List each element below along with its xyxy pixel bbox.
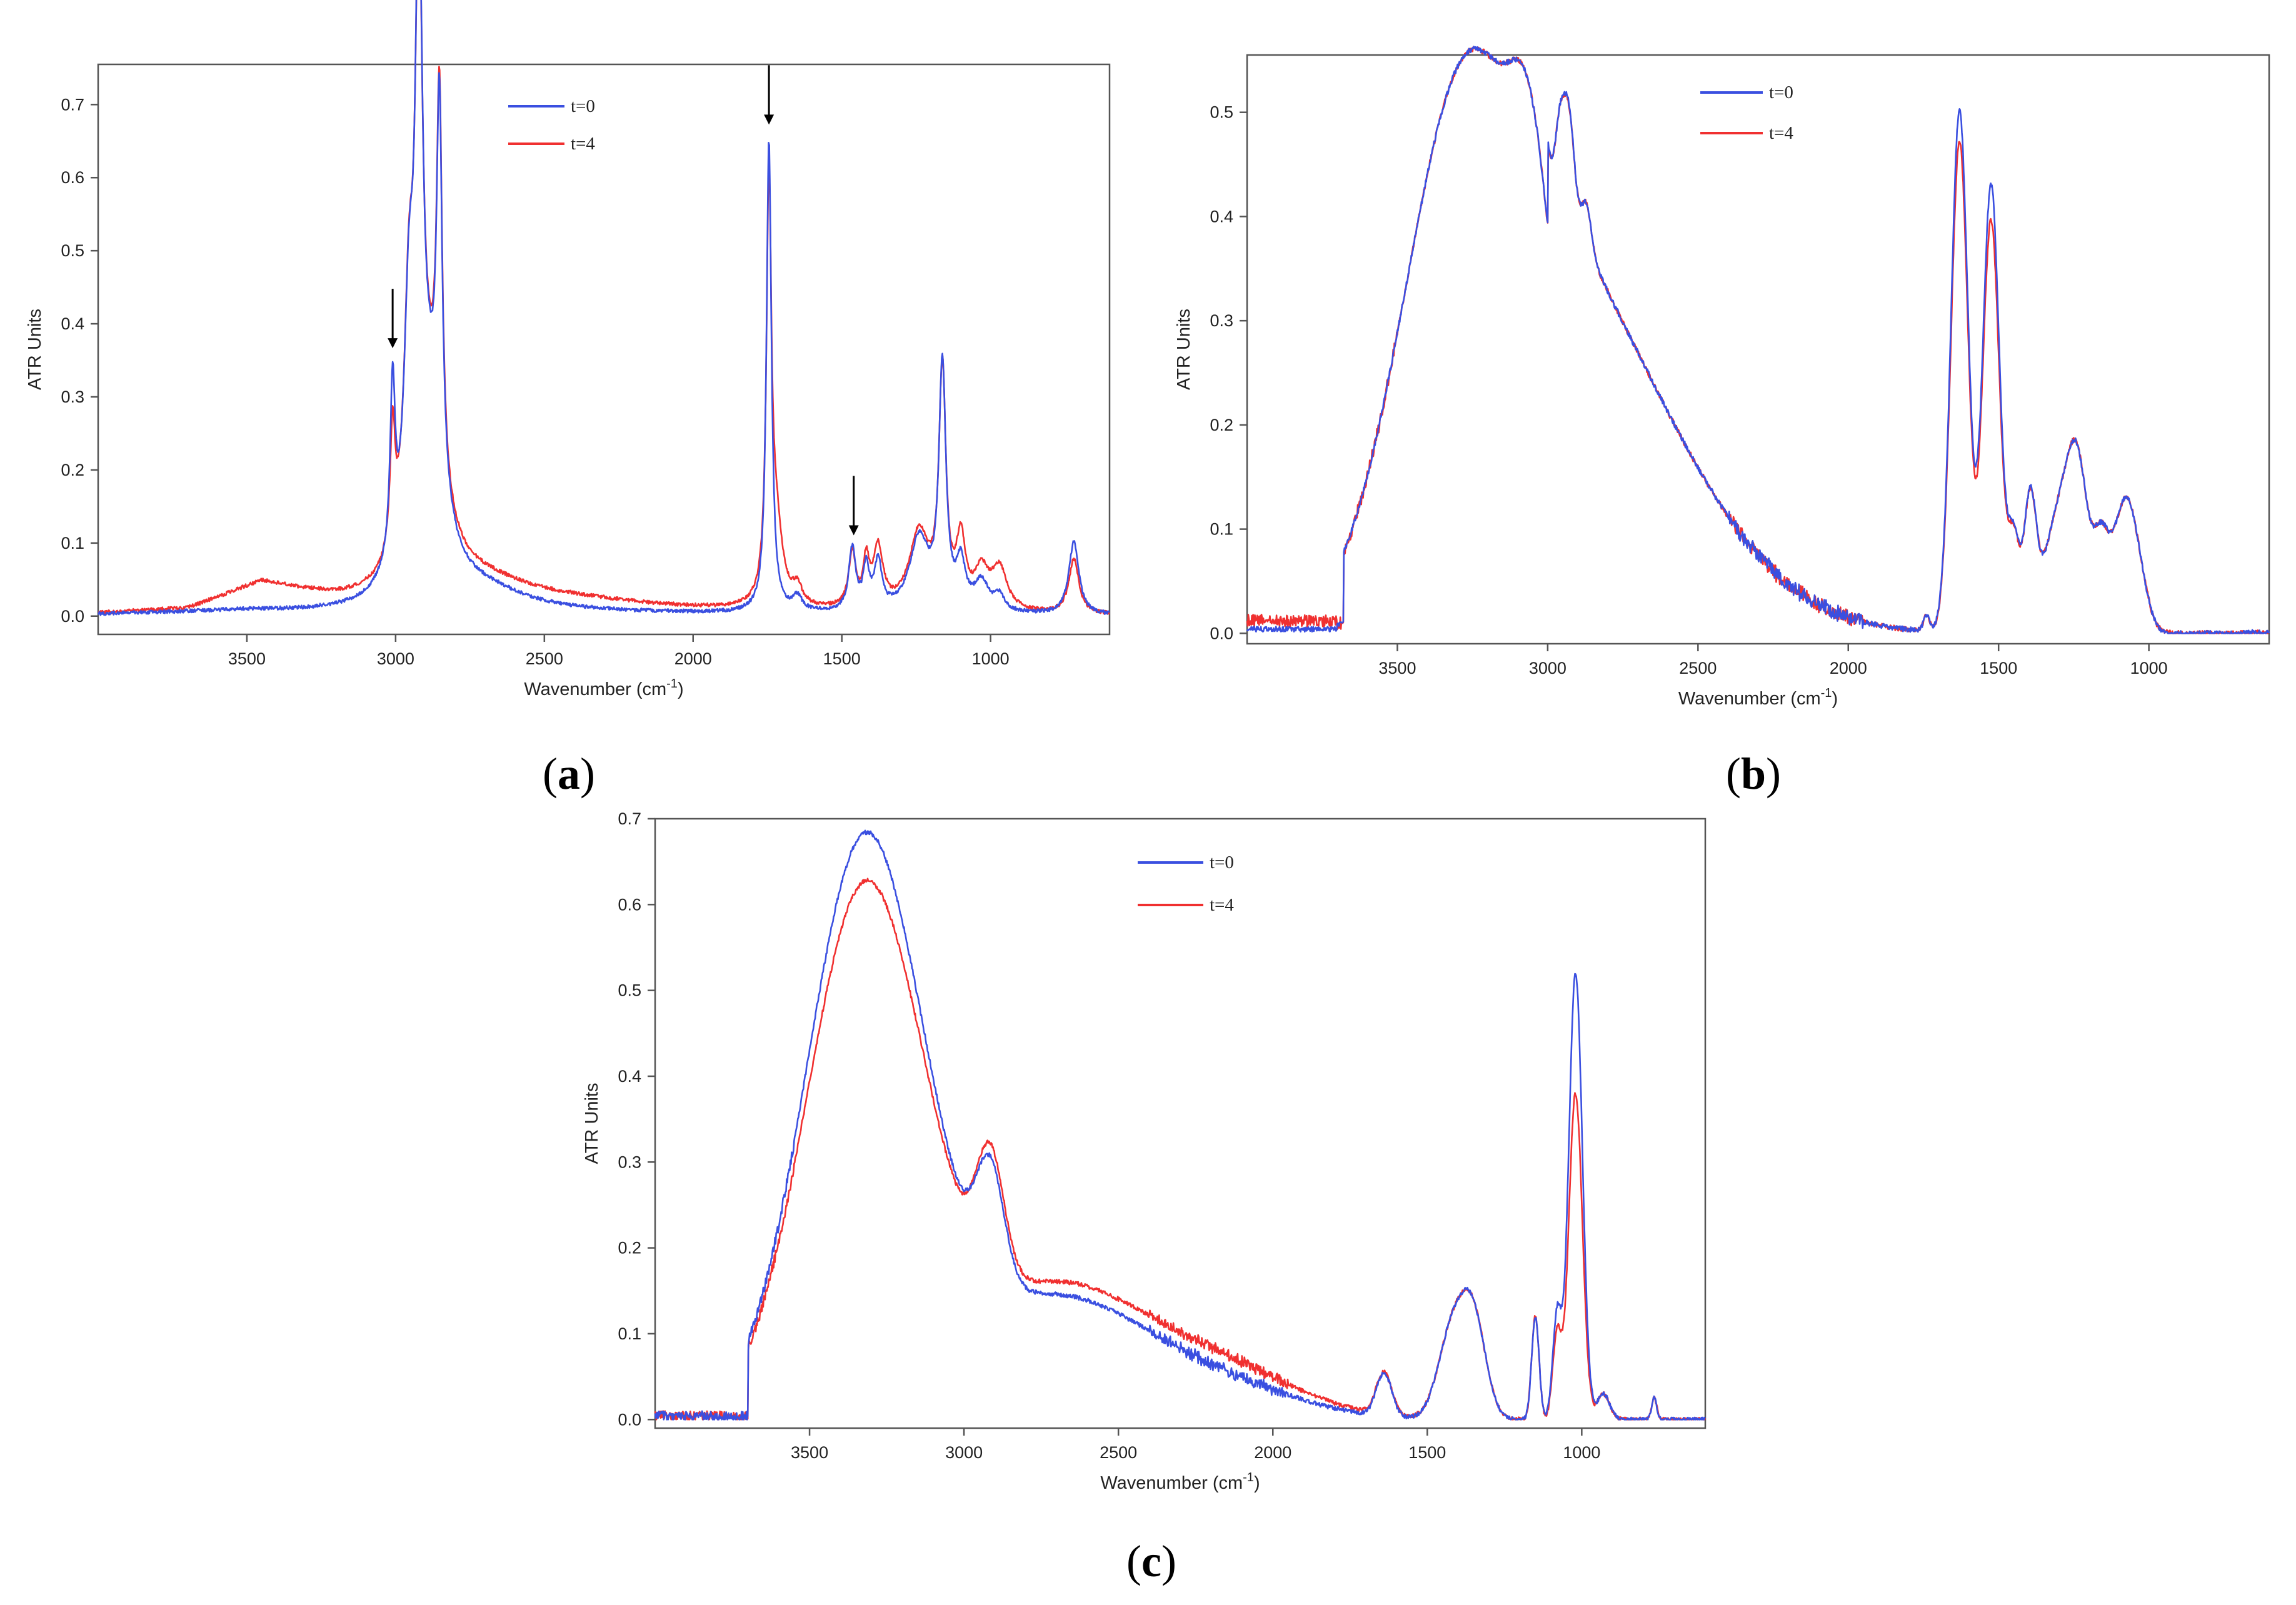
x-tick-label: 2000 (674, 649, 712, 668)
y-axis-title: ATR Units (25, 309, 45, 390)
y-tick-label: 0.7 (618, 809, 641, 828)
y-tick-label: 0.2 (61, 461, 84, 479)
y-tick-label: 0.6 (618, 895, 641, 914)
y-tick-label: 0.6 (61, 168, 84, 187)
plot-frame (654, 818, 1707, 1429)
x-tick-label: 3000 (945, 1443, 983, 1462)
y-tick-label: 0.3 (61, 388, 84, 406)
panel-a: 3500 3000 2500 2000 1500 1000 0.0 0.1 0.2 0.3 0.4 0… (25, 0, 1111, 799)
series-line-t=0 (1246, 46, 2270, 634)
annotation-arrowhead (388, 338, 398, 349)
series-line-t=4 (654, 878, 1707, 1421)
annotation-arrowhead (764, 114, 775, 125)
x-tick-label: 1500 (1408, 1443, 1446, 1462)
panel-b: 3500 3000 2500 2000 1500 1000 0.0 0.1 0.2 0.3 0.4 0… (1174, 46, 2270, 799)
y-tick-label: 0.4 (1210, 207, 1233, 226)
legend-label: t=4 (1769, 123, 1793, 143)
x-tick-label: 3000 (377, 649, 414, 668)
y-tick-label: 0.0 (1210, 624, 1233, 642)
x-tick-label: 3500 (791, 1443, 828, 1462)
series-line-t=0 (98, 0, 1110, 616)
x-tick-label: 3500 (1378, 659, 1416, 678)
x-tick-label: 2500 (526, 649, 563, 668)
plot-frame (1246, 54, 2270, 645)
y-tick-label: 0.7 (61, 95, 84, 114)
legend-label: t=4 (571, 134, 595, 154)
panel-label: (b) (1726, 749, 1781, 799)
x-tick-label: 3000 (1529, 659, 1567, 678)
panel-label: (a) (543, 749, 595, 799)
panel-c: 3500 3000 2500 2000 1500 1000 0.0 0.1 0.2 0.3 0.4 0… (582, 809, 1707, 1586)
y-tick-label: 0.1 (1210, 520, 1233, 539)
y-tick-label: 0.3 (1210, 311, 1233, 330)
y-tick-label: 0.2 (1210, 416, 1233, 434)
x-tick-label: 2500 (1100, 1443, 1137, 1462)
y-tick-label: 0.3 (618, 1152, 641, 1171)
x-tick-label: 2500 (1679, 659, 1717, 678)
series-line-t=4 (1246, 46, 2270, 634)
y-axis-title: ATR Units (1174, 309, 1194, 390)
series-line-t=0 (654, 829, 1706, 1421)
x-axis-title: Wavenumber (cm-1) (524, 677, 683, 699)
legend-label: t=0 (1210, 852, 1234, 872)
y-tick-label: 0.5 (618, 981, 641, 1000)
legend-label: t=0 (571, 96, 595, 116)
x-tick-label: 1000 (972, 649, 1010, 668)
y-axis-title: ATR Units (582, 1083, 602, 1164)
x-tick-label: 2000 (1830, 659, 1867, 678)
y-tick-label: 0.0 (618, 1410, 641, 1429)
x-tick-label: 1500 (1980, 659, 2017, 678)
x-axis-title: Wavenumber (cm-1) (1100, 1471, 1260, 1493)
y-tick-label: 0.0 (61, 607, 84, 626)
y-tick-label: 0.1 (618, 1324, 641, 1343)
y-tick-label: 0.4 (618, 1067, 641, 1086)
y-tick-label: 0.5 (1210, 103, 1233, 122)
legend-label: t=4 (1210, 895, 1234, 915)
plot-frame (97, 63, 1111, 636)
y-tick-label: 0.5 (61, 241, 84, 260)
x-axis-title: Wavenumber (cm-1) (1678, 686, 1838, 709)
legend-label: t=0 (1769, 82, 1793, 102)
x-tick-label: 1500 (823, 649, 861, 668)
annotation-arrowhead (848, 525, 859, 536)
panel-label: (c) (1126, 1536, 1176, 1586)
y-tick-label: 0.4 (61, 314, 84, 333)
x-tick-label: 2000 (1254, 1443, 1291, 1462)
y-tick-label: 0.1 (61, 534, 84, 552)
x-tick-label: 1000 (1563, 1443, 1600, 1462)
x-tick-label: 1000 (2130, 659, 2168, 678)
x-tick-label: 3500 (228, 649, 266, 668)
series-line-t=4 (98, 0, 1110, 615)
y-tick-label: 0.2 (618, 1239, 641, 1258)
